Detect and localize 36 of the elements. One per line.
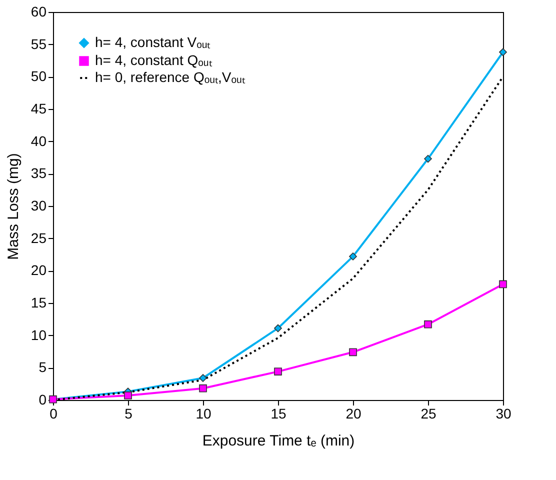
y-tick-label: 20 [30, 262, 47, 278]
y-tick-label: 35 [30, 165, 47, 182]
point [274, 324, 282, 332]
legend-label: h= 4, constant Vₒᵤₜ [95, 34, 212, 50]
x-tick-label: 15 [270, 406, 286, 422]
point [349, 348, 357, 356]
legend-label: h= 0, reference Qₒᵤₜ,Vₒᵤₜ [95, 69, 246, 85]
y-tick-label: 40 [30, 132, 47, 149]
point [124, 392, 132, 400]
y-tick-label: 10 [30, 326, 47, 343]
point [274, 368, 282, 376]
y-tick-label: 15 [30, 294, 47, 310]
x-tick-label: 0 [50, 406, 58, 422]
y-tick-label: 5 [38, 359, 47, 376]
y-tick-label: 55 [30, 36, 47, 52]
x-axis-title: Exposure Time tₑ (min) [202, 432, 355, 450]
y-tick-label: 25 [30, 230, 47, 246]
point [499, 280, 507, 288]
legend-label: h= 4, constant Qₒᵤₜ [95, 52, 213, 68]
point [199, 384, 207, 392]
point [424, 320, 432, 328]
y-tick-label: 50 [30, 68, 47, 84]
x-tick-label: 5 [124, 406, 133, 422]
y-tick-label: 30 [30, 198, 47, 214]
y-tick-label: 45 [30, 100, 47, 116]
x-tick-label: 10 [196, 406, 212, 422]
x-tick-label: 25 [420, 406, 436, 422]
point [424, 154, 432, 163]
y-axis-title: Mass Loss (mg) [4, 153, 22, 260]
x-tick-label: 20 [346, 406, 362, 422]
point [349, 252, 357, 260]
point [199, 374, 207, 382]
x-tick-label: 30 [496, 406, 512, 422]
y-tick-label: 0 [38, 392, 47, 408]
point [499, 48, 507, 56]
y-tick-label: 60 [30, 4, 47, 20]
